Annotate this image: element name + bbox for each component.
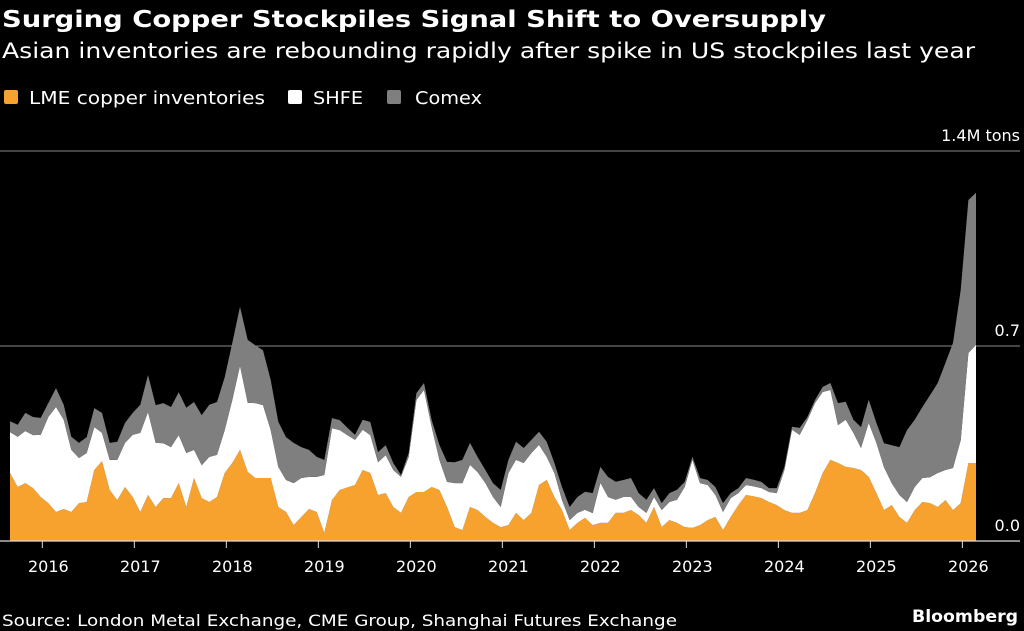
area-lme [10, 449, 976, 541]
x-tick-label: 2020 [396, 557, 437, 576]
legend-label-lme: LME copper inventories [29, 88, 265, 109]
x-axis: 2016 2017 2018 2019 2020 2021 2022 2023 2024 2025… [0, 540, 1020, 576]
x-tick-label: 2019 [304, 557, 345, 576]
x-tick-label: 2026 [948, 557, 989, 576]
x-tick-label: 2021 [488, 557, 529, 576]
areas [10, 192, 976, 541]
legend-label-shfe: SHFE [313, 88, 363, 109]
x-tick-label: 2025 [856, 557, 897, 576]
y-tick-label: 0.7 [995, 321, 1020, 340]
legend-swatch-comex [387, 90, 401, 104]
x-tick-label: 2018 [212, 557, 253, 576]
legend-swatch-lme [4, 90, 18, 104]
x-tick-label: 2022 [580, 557, 621, 576]
x-tick-label: 2017 [120, 557, 161, 576]
legend: LME copper inventories SHFE Comex [4, 88, 482, 109]
legend-swatch-shfe [288, 90, 302, 104]
source-note: Source: London Metal Exchange, CME Group… [2, 611, 677, 630]
x-tick-label: 2023 [672, 557, 713, 576]
x-tick-label: 2024 [764, 557, 805, 576]
chart-subtitle: Asian inventories are rebounding rapidly… [2, 39, 975, 63]
legend-label-comex: Comex [415, 88, 482, 109]
y-tick-label: 1.4M tons [941, 126, 1020, 145]
x-tick-label: 2016 [28, 557, 69, 576]
bloomberg-logo: Bloomberg [912, 607, 1018, 627]
gridlines [0, 150, 1020, 347]
chart-title: Surging Copper Stockpiles Signal Shift t… [2, 7, 826, 33]
y-axis-labels: 0.0 0.7 1.4M tons [941, 126, 1020, 535]
y-tick-label: 0.0 [995, 516, 1020, 535]
